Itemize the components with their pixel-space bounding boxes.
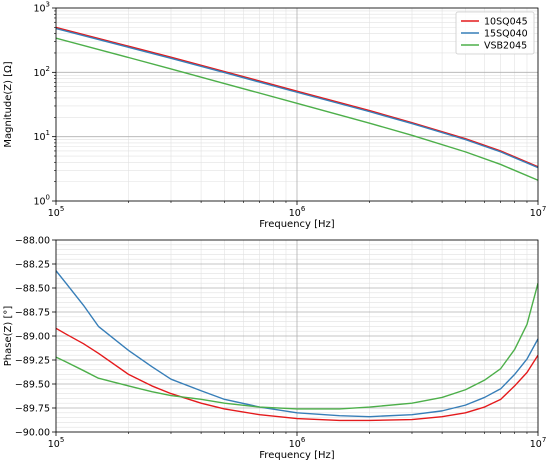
x-tick-label: 105 [48,436,65,450]
y-tick-label: −88.75 [15,308,50,319]
grid [55,239,539,433]
x-axis-label: Frequency [Hz] [259,219,335,230]
legend-box [455,11,535,55]
series-group [56,270,538,422]
plot-frame [55,239,539,433]
y-tick-label: 101 [33,129,50,143]
y-tick-label: −89.00 [15,332,50,343]
plot-frame [55,7,539,202]
x-tick-label: 106 [289,436,306,450]
series-line-10sq045 [56,26,538,168]
y-tick-label: 102 [33,65,50,79]
legend-label: 15SQ040 [484,29,528,40]
series-line-15sq040 [56,27,538,169]
series-line-15sq040 [56,270,538,418]
legend-label: 10SQ045 [484,17,528,28]
y-tick-label: −89.75 [15,404,50,415]
legend-label: VSB2045 [484,41,527,52]
y-tick-label: −88.25 [15,260,50,271]
y-axis-label: Magnitude(Z) [Ω] [3,61,14,147]
x-tick-label: 105 [48,205,65,219]
x-tick-label: 106 [289,205,306,219]
y-tick-label: −88.00 [15,236,50,247]
series-line-vsb2045 [56,37,538,181]
x-tick-label: 107 [530,205,547,219]
series-group [56,26,538,181]
y-tick-label: 103 [33,1,50,15]
y-axis-label: Phase(Z) [°] [3,306,14,367]
chart-panel-2: 105 106 107 −88.00 −88.25 −88.50 −88.75 −89.00 −… [3,236,546,460]
y-tick-label: −89.25 [15,356,50,367]
y-tick-label: −89.50 [15,380,50,391]
y-tick-label: −88.50 [15,284,50,295]
x-tick-label: 107 [530,436,547,450]
y-tick-label: 100 [33,194,50,208]
x-axis-label: Frequency [Hz] [259,450,335,460]
series-line-10sq045 [56,327,538,422]
series-line-vsb2045 [56,283,538,410]
y-tick-label: −90.00 [15,428,50,439]
chart-panel-1: 105 106 107 100 101 102 103 Frequency [Hz] Magni… [3,1,546,231]
